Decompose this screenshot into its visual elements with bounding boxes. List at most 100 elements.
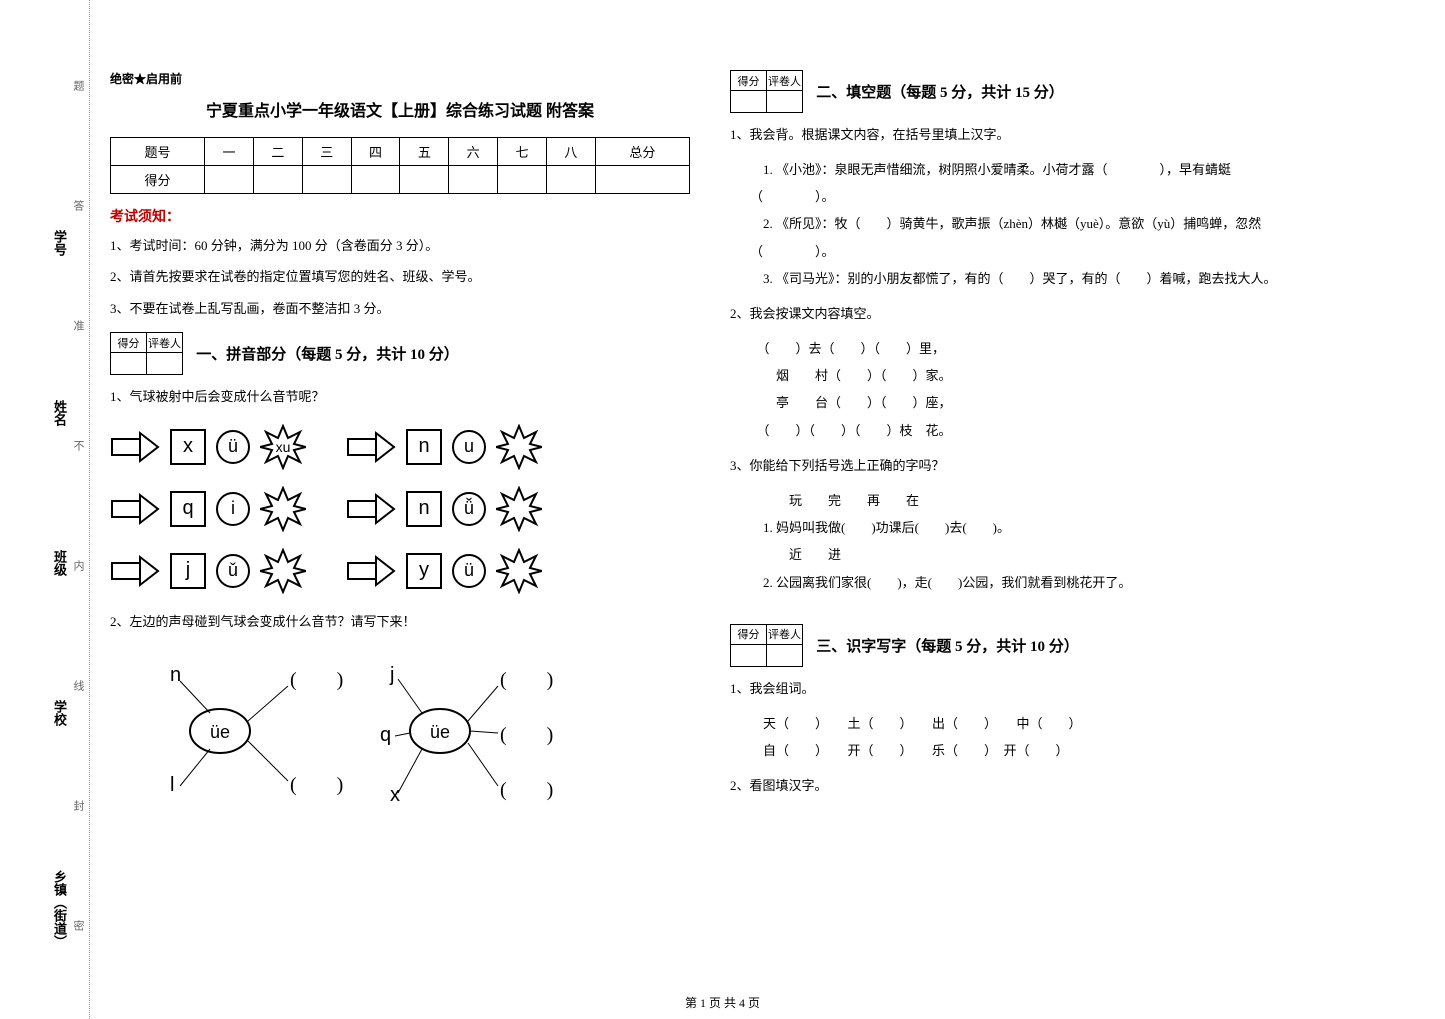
score-cell [400, 166, 449, 194]
q2-2-line: 烟 村（ ）（ ）家。 [750, 362, 1310, 389]
notice-line: 2、请首先按要求在试卷的指定位置填写您的姓名、班级、学号。 [110, 265, 690, 288]
q1-2: 2、左边的声母碰到气球会变成什么音节？请写下来！ [110, 610, 690, 635]
q3-1-line: 自（ ） 开（ ） 乐（ ） 开（ ） [750, 737, 1310, 764]
binding-label: 乡镇（街道） [50, 870, 69, 948]
score-header: 三 [302, 138, 351, 166]
seal-hint: 线 [70, 680, 86, 691]
scorebox-label: 评卷人 [767, 624, 803, 644]
binding-label: 班级 [50, 550, 69, 576]
d2-j: j [389, 664, 394, 686]
score-header: 五 [400, 138, 449, 166]
arrow-icon [346, 429, 396, 465]
scorebox-blank [147, 353, 183, 375]
q2-2-line: 亭 台（ ）（ ）座， [750, 389, 1310, 416]
q2-1-line: 2. 《所见》：牧（ ）骑黄牛，歌声振（zhèn）林樾（yuè）。意欲（yù）捕… [750, 210, 1310, 265]
vowel-circle: ǔ [216, 554, 250, 588]
seal-hint: 密 [70, 920, 86, 931]
score-header: 总分 [595, 138, 689, 166]
binding-label: 学校 [50, 700, 69, 726]
scorebox-blank [767, 644, 803, 666]
consonant-box: j [170, 553, 206, 589]
paren: ( ) [290, 669, 343, 691]
seal-hint: 封 [70, 800, 86, 811]
vowel-circle: u [452, 430, 486, 464]
vowel-circle: ü [452, 554, 486, 588]
seal-hint: 准 [70, 320, 86, 331]
arrow-icon [110, 553, 160, 589]
consonant-box: q [170, 491, 206, 527]
seal-hint: 不 [70, 440, 86, 451]
d2-l: l [170, 774, 174, 796]
q2-1-line: 1. 《小池》：泉眼无声惜细流，树阴照小爱晴柔。小荷才露（ ），早有蜻蜓（ ）。 [750, 156, 1310, 211]
q2-1-line: 3. 《司马光》：别的小朋友都慌了，有的（ ）哭了，有的（ ）着喊，跑去找大人。 [750, 265, 1310, 292]
scorebox-blank [731, 644, 767, 666]
q2-2: 2、我会按课文内容填空。 [730, 302, 1310, 327]
seal-hint: 内 [70, 560, 86, 571]
q3-2: 2、看图填汉字。 [730, 774, 1310, 799]
score-cell [595, 166, 689, 194]
consonant-box: n [406, 491, 442, 527]
page-footer: 第 1 页 共 4 页 [0, 994, 1445, 1011]
score-header: 七 [498, 138, 547, 166]
q2-3-line: 1. 妈妈叫我做( )功课后( )去( )。 [750, 514, 1310, 541]
q3-1: 1、我会组词。 [730, 677, 1310, 702]
q2-3-line: 近 进 [750, 541, 1310, 568]
section-1-title: 一、拼音部分（每题 5 分，共计 10 分） [196, 343, 459, 364]
score-cell [449, 166, 498, 194]
burst-icon [260, 548, 306, 594]
d2-ue: üe [210, 722, 230, 742]
score-cell [253, 166, 302, 194]
notice-line: 3、不要在试卷上乱写乱画，卷面不整洁扣 3 分。 [110, 297, 690, 320]
score-header: 一 [205, 138, 254, 166]
q3-1-line: 天（ ） 土（ ） 出（ ） 中（ ） [750, 710, 1310, 737]
seal-hint: 题 [70, 80, 86, 91]
score-header: 四 [351, 138, 400, 166]
q2-3-line: 2. 公园离我们家很( )，走( )公园，我们就看到桃花开了。 [750, 569, 1310, 596]
svg-text:xu: xu [276, 439, 291, 455]
scorebox-blank [731, 91, 767, 113]
arrow-icon [110, 429, 160, 465]
pinyin-row: xü xu nu [110, 424, 690, 470]
score-cell [302, 166, 351, 194]
score-header: 八 [546, 138, 595, 166]
secret-mark: 绝密★启用前 [110, 70, 690, 87]
q2-2-line: （ ）去（ ）（ ）里， [750, 335, 1310, 362]
left-column: 绝密★启用前 宁夏重点小学一年级语文【上册】综合练习试题 附答案 题号 一 二 … [110, 70, 690, 970]
pinyin-row: jǔ yü [110, 548, 690, 594]
score-table: 题号 一 二 三 四 五 六 七 八 总分 得分 [110, 137, 690, 194]
section-3-title: 三、识字写字（每题 5 分，共计 10 分） [816, 635, 1079, 656]
scorebox-blank [111, 353, 147, 375]
arrow-icon [346, 491, 396, 527]
pinyin-row: qi nǚ [110, 486, 690, 532]
paren: ( ) [500, 724, 553, 746]
section-scorebox: 得分 评卷人 [110, 332, 183, 375]
vowel-circle: ǚ [452, 492, 486, 526]
vowel-circle: ü [216, 430, 250, 464]
binding-label: 姓名 [50, 400, 69, 426]
consonant-box: x [170, 429, 206, 465]
burst-icon [496, 548, 542, 594]
score-header: 二 [253, 138, 302, 166]
notice-heading: 考试须知： [110, 206, 690, 226]
exam-title: 宁夏重点小学一年级语文【上册】综合练习试题 附答案 [110, 97, 690, 121]
burst-icon [496, 424, 542, 470]
scorebox-label: 得分 [111, 333, 147, 353]
consonant-box: y [406, 553, 442, 589]
d2-x: x [390, 784, 400, 806]
seal-hint: 答 [70, 200, 86, 211]
consonant-box: n [406, 429, 442, 465]
vowel-circle: i [216, 492, 250, 526]
notice-line: 1、考试时间：60 分钟，满分为 100 分（含卷面分 3 分）。 [110, 234, 690, 257]
paren: ( ) [500, 779, 553, 801]
score-header-row: 题号 一 二 三 四 五 六 七 八 总分 [111, 138, 690, 166]
d2-n: n [170, 664, 181, 686]
q2-3: 3、你能给下列括号选上正确的字吗？ [730, 454, 1310, 479]
d2-ue2: üe [430, 722, 450, 742]
score-header: 六 [449, 138, 498, 166]
q2-1: 1、我会背。根据课文内容，在括号里填上汉字。 [730, 123, 1310, 148]
section-2-title: 二、填空题（每题 5 分，共计 15 分） [816, 81, 1064, 102]
scorebox-label: 评卷人 [147, 333, 183, 353]
arrow-icon [110, 491, 160, 527]
score-header: 题号 [111, 138, 205, 166]
scorebox-label: 得分 [731, 624, 767, 644]
